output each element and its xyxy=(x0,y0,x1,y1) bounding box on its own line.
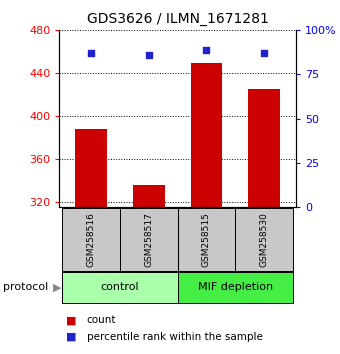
Bar xyxy=(75,129,107,207)
Text: ▶: ▶ xyxy=(53,282,61,292)
Bar xyxy=(248,89,280,207)
Bar xyxy=(120,208,178,271)
Text: ■: ■ xyxy=(66,315,77,325)
Title: GDS3626 / ILMN_1671281: GDS3626 / ILMN_1671281 xyxy=(87,12,269,26)
Text: GSM258517: GSM258517 xyxy=(144,212,153,267)
Bar xyxy=(178,272,293,303)
Text: GSM258530: GSM258530 xyxy=(260,212,269,267)
Point xyxy=(261,50,267,56)
Text: MIF depletion: MIF depletion xyxy=(198,282,273,292)
Bar xyxy=(133,184,165,207)
Point xyxy=(204,47,209,52)
Text: control: control xyxy=(101,282,139,292)
Bar xyxy=(235,208,293,271)
Point xyxy=(146,52,152,58)
Bar xyxy=(178,208,235,271)
Text: GSM258515: GSM258515 xyxy=(202,212,211,267)
Bar xyxy=(62,208,120,271)
Bar xyxy=(62,272,177,303)
Text: percentile rank within the sample: percentile rank within the sample xyxy=(87,332,262,342)
Text: protocol: protocol xyxy=(3,282,49,292)
Bar xyxy=(191,63,222,207)
Text: GSM258516: GSM258516 xyxy=(87,212,96,267)
Text: count: count xyxy=(87,315,116,325)
Text: ■: ■ xyxy=(66,332,77,342)
Point xyxy=(88,50,94,56)
